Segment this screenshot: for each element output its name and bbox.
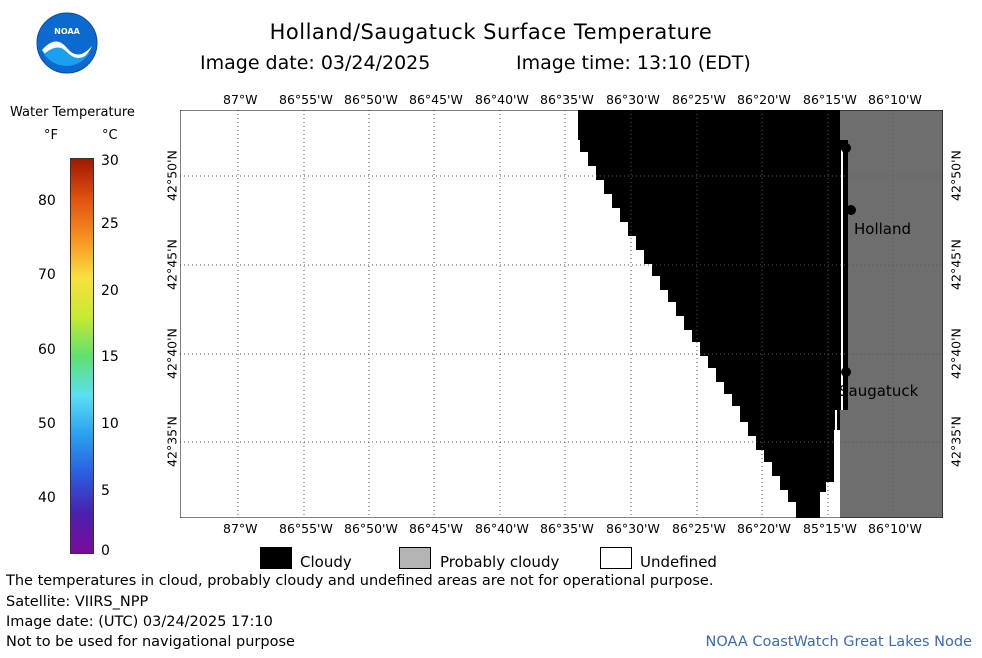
footer-credit: NOAA CoastWatch Great Lakes Node [705,634,972,650]
lon-top-86-25: 86°25'W [672,92,726,107]
legend-swatch-cloudy [260,547,292,569]
holland-marker [846,205,856,215]
noaa-logo: NOAA [36,12,98,74]
lon-bottom-85-15: 85°15'W [803,521,857,536]
footer-satellite: Satellite: VIIRS_NPP [6,594,149,610]
lon-top-86-50: 86°50'W [344,92,398,107]
lon-top-86-30: 86°30'W [606,92,660,107]
f-tick-50: 50 [38,416,56,432]
lat-left-42-40: 42°40'N [164,328,180,379]
footer-navigation-note: Not to be used for navigational purpose [6,634,295,650]
lon-top-86-55: 86°55'W [279,92,333,107]
lat-right-42-45: 42°45'N [948,239,964,290]
page-title: Holland/Saugatuck Surface Temperature [269,20,713,44]
saugatuck-marker [841,367,851,377]
c-tick-25: 25 [101,216,119,232]
legend-label-cloudy: Cloudy [300,553,352,571]
legend-label-undefined: Undefined [640,553,717,571]
cloudy-area [578,110,848,518]
f-tick-80: 80 [38,193,56,209]
lon-bottom-86-10: 86°10'W [868,521,922,536]
lat-left-42-45: 42°45'N [164,239,180,290]
lat-left-42-35: 42°35'N [164,416,180,467]
lon-bottom-86-35: 86°35'W [540,521,594,536]
lon-bottom-87: 87°W [223,521,258,536]
c-tick-30: 30 [101,153,119,169]
unit-celsius: °C [102,128,118,143]
lon-bottom-86-40: 86°40'W [475,521,529,536]
lon-bottom-86-55: 86°55'W [279,521,333,536]
lon-top-86-35: 86°35'W [540,92,594,107]
land-area [840,110,943,518]
lon-bottom-86-45: 86°45'W [409,521,463,536]
city-label-holland: Holland [854,220,911,238]
lon-top-86-15: 86°15'W [803,92,857,107]
legend-swatch-probably-cloudy [399,547,431,569]
f-tick-40: 40 [38,490,56,506]
c-tick-0: 0 [101,543,110,559]
image-time-header: Image time: 13:10 (EDT) [516,52,751,74]
color-scale-title: Water Temperature [10,105,135,120]
unit-fahrenheit: °F [44,128,58,143]
lat-right-42-40: 42°40'N [948,328,964,379]
lon-bottom-86-25: 86°25'W [672,521,726,536]
legend-label-probably-cloudy: Probably cloudy [440,553,560,571]
footer-image-date-utc: Image date: (UTC) 03/24/2025 17:10 [6,614,273,630]
lon-top-86-45: 86°45'W [409,92,463,107]
lat-right-42-50: 42°50'N [948,150,964,201]
c-tick-5: 5 [101,483,110,499]
temperature-map: Holland Saugatuck [180,110,943,518]
image-date-header: Image date: 03/24/2025 [200,52,431,74]
lon-top-86-40: 86°40'W [475,92,529,107]
lon-top-86-20: 86°20'W [737,92,791,107]
c-tick-20: 20 [101,283,119,299]
shoreline [835,150,843,482]
f-tick-60: 60 [38,342,56,358]
lon-bottom-86-50: 86°50'W [344,521,398,536]
f-tick-70: 70 [38,267,56,283]
c-tick-15: 15 [101,349,119,365]
footer-disclaimer: The temperatures in cloud, probably clou… [6,573,714,589]
lon-top-87: 87°W [223,92,258,107]
noaa-logo-text: NOAA [54,27,80,36]
lon-bottom-86-30: 86°30'W [606,521,660,536]
graticule [180,110,943,518]
lon-bottom-86-20: 86°20'W [737,521,791,536]
city-label-saugatuck: Saugatuck [839,382,919,400]
shore-marker [841,143,851,153]
lon-top-86-10: 86°10'W [868,92,922,107]
legend-swatch-undefined [600,547,632,569]
lat-right-42-35: 42°35'N [948,416,964,467]
lat-left-42-50: 42°50'N [164,150,180,201]
color-scale-bar [70,158,94,554]
c-tick-10: 10 [101,416,119,432]
